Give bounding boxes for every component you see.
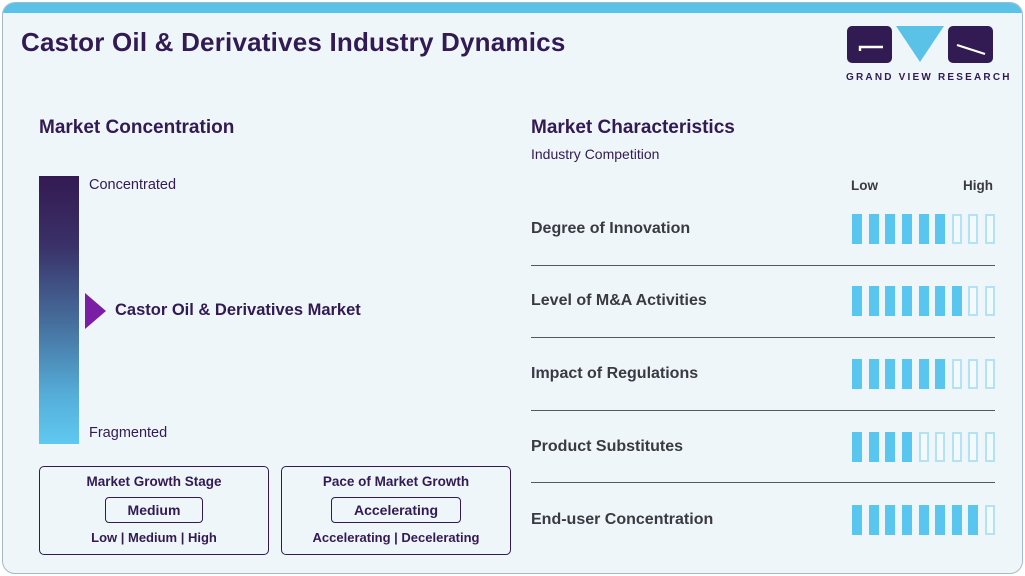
characteristic-label: Impact of Regulations bbox=[531, 364, 699, 382]
rating-segment-empty bbox=[951, 213, 962, 244]
rating-bar bbox=[852, 504, 995, 535]
rating-segment-empty bbox=[985, 431, 995, 462]
rating-segment-empty bbox=[968, 358, 979, 389]
characteristic-row: Impact of Regulations bbox=[531, 338, 995, 411]
scale-high-label: High bbox=[963, 178, 993, 193]
characteristic-label: End-user Concentration bbox=[531, 510, 714, 528]
rating-segment-empty bbox=[985, 358, 995, 389]
rating-bar bbox=[852, 286, 995, 317]
rating-segment-filled bbox=[868, 213, 879, 244]
rating-segment-empty bbox=[985, 286, 995, 317]
brand-logo: GRAND VIEW RESEARCH bbox=[846, 25, 1012, 83]
rating-segment-filled bbox=[885, 286, 896, 317]
characteristic-row: End-user Concentration bbox=[531, 483, 995, 556]
rating-segment-filled bbox=[935, 358, 946, 389]
rating-segment-filled bbox=[935, 213, 946, 244]
rating-segment-filled bbox=[868, 504, 879, 535]
rating-segment-filled bbox=[885, 431, 896, 462]
rating-segment-empty bbox=[951, 431, 962, 462]
rating-segment-filled bbox=[852, 358, 862, 389]
industry-competition-subheading: Industry Competition bbox=[531, 146, 660, 162]
rating-segment-filled bbox=[868, 431, 879, 462]
rating-segment-filled bbox=[901, 286, 912, 317]
rating-segment-filled bbox=[918, 358, 929, 389]
rating-segment-filled bbox=[951, 286, 962, 317]
characteristic-row: Degree of Innovation bbox=[531, 193, 995, 266]
characteristic-label: Degree of Innovation bbox=[531, 219, 691, 237]
market-characteristics-heading: Market Characteristics bbox=[531, 117, 735, 138]
rating-segment-filled bbox=[951, 504, 962, 535]
pace-selected-value: Accelerating bbox=[330, 496, 462, 523]
rating-segment-filled bbox=[868, 286, 879, 317]
rating-segment-filled bbox=[885, 504, 896, 535]
rating-segment-filled bbox=[852, 504, 862, 535]
pace-of-growth-box: Pace of Market Growth Accelerating Accel… bbox=[281, 466, 511, 555]
market-concentration-heading: Market Concentration bbox=[39, 117, 235, 138]
brand-wordmark: GRAND VIEW RESEARCH bbox=[846, 72, 1012, 83]
pace-title: Pace of Market Growth bbox=[322, 474, 470, 489]
scale-low-label: Low bbox=[851, 178, 878, 193]
rating-bar bbox=[852, 358, 995, 389]
rating-segment-filled bbox=[852, 431, 862, 462]
rating-segment-empty bbox=[951, 358, 962, 389]
rating-segment-filled bbox=[901, 504, 912, 535]
rating-segment-filled bbox=[901, 358, 912, 389]
growth-stage-options: Low | Medium | High bbox=[91, 530, 217, 545]
growth-stage-title: Market Growth Stage bbox=[86, 474, 222, 489]
rating-segment-filled bbox=[918, 286, 929, 317]
rating-segment-filled bbox=[918, 504, 929, 535]
characteristic-label: Level of M&A Activities bbox=[531, 292, 707, 310]
growth-stage-selected-value: Medium bbox=[104, 496, 204, 523]
concentration-gradient-bar bbox=[39, 176, 79, 444]
rating-segment-empty bbox=[985, 504, 995, 535]
rating-segment-empty bbox=[968, 286, 979, 317]
rating-segment-filled bbox=[868, 358, 879, 389]
rating-segment-empty bbox=[918, 431, 929, 462]
pace-options: Accelerating | Decelerating bbox=[312, 530, 480, 545]
rating-segment-filled bbox=[901, 431, 912, 462]
rating-segment-empty bbox=[968, 431, 979, 462]
rating-segment-filled bbox=[918, 213, 929, 244]
characteristics-list: Degree of Innovation Level of M&A Activit… bbox=[531, 193, 995, 556]
rating-segment-filled bbox=[852, 213, 862, 244]
rating-segment-filled bbox=[935, 504, 946, 535]
rating-segment-empty bbox=[935, 431, 946, 462]
fragmented-label: Fragmented bbox=[89, 425, 168, 441]
characteristic-label: Product Substitutes bbox=[531, 437, 684, 455]
characteristic-row: Level of M&A Activities bbox=[531, 266, 995, 339]
market-position-arrow-icon bbox=[85, 293, 106, 329]
characteristic-row: Product Substitutes bbox=[531, 411, 995, 484]
concentrated-label: Concentrated bbox=[89, 177, 177, 193]
rating-segment-empty bbox=[985, 213, 995, 244]
market-position-label: Castor Oil & Derivatives Market bbox=[115, 301, 361, 319]
rating-segment-filled bbox=[852, 286, 862, 317]
rating-segment-filled bbox=[885, 213, 896, 244]
market-growth-stage-box: Market Growth Stage Medium Low | Medium … bbox=[39, 466, 269, 555]
rating-bar bbox=[852, 431, 995, 462]
rating-segment-filled bbox=[901, 213, 912, 244]
rating-bar bbox=[852, 213, 995, 244]
rating-segment-filled bbox=[935, 286, 946, 317]
top-accent-bar bbox=[3, 3, 1022, 13]
rating-segment-filled bbox=[968, 504, 979, 535]
rating-segment-empty bbox=[968, 213, 979, 244]
page-title: Castor Oil & Derivatives Industry Dynami… bbox=[21, 27, 566, 57]
gvr-logo-icon bbox=[847, 26, 993, 63]
rating-segment-filled bbox=[885, 358, 896, 389]
